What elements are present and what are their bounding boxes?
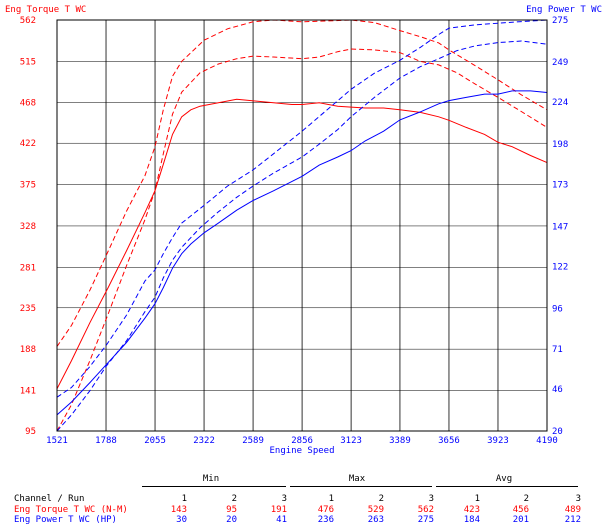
stats-value: 423: [463, 505, 480, 515]
stats-value: 562: [417, 505, 434, 515]
stats-value: 476: [317, 505, 334, 515]
stats-run-number: 3: [428, 494, 434, 504]
power-series-run-2: [56, 40, 548, 432]
stats-value: 529: [367, 505, 384, 515]
tick-labels: 1521 1788 2055 2322 2589 2856 3123 3389 3656 3923…: [20, 16, 569, 446]
stats-table: Min Max Avg Channel / Run 1 2 3 1 2 3 1 2 3 Eng Torqu…: [0, 470, 607, 532]
right-tick-label: 224: [552, 98, 568, 108]
stats-value: 184: [463, 515, 480, 525]
power-series-run-3: [56, 19, 548, 398]
right-tick-label: 122: [552, 263, 568, 273]
left-tick-label: 235: [20, 304, 36, 314]
stats-value: 489: [564, 505, 581, 515]
stats-group-header: Avg: [495, 474, 513, 484]
right-tick-label: 173: [552, 180, 568, 190]
dyno-chart: 1521 1788 2055 2322 2589 2856 3123 3389 3656 3923…: [5, 5, 602, 456]
stats-value: 275: [417, 515, 434, 525]
stats-value: 41: [276, 515, 287, 525]
grid: [57, 20, 547, 431]
stats-group-rule: [142, 486, 286, 487]
stats-group-header: Max: [348, 474, 366, 484]
stats-value: 143: [170, 505, 187, 515]
stats-run-number: 1: [328, 494, 334, 504]
stats-value: 263: [367, 515, 384, 525]
x-tick-label: 3656: [438, 436, 460, 446]
left-axis-title: Eng Torque T WC: [5, 5, 86, 15]
power-series-run-1: [56, 90, 548, 416]
x-tick-label: 3389: [389, 436, 411, 446]
stats-row-label: Eng Power T WC (HP): [14, 515, 117, 525]
stats-row-label: Eng Torque T WC (N-M): [14, 505, 128, 515]
stats-value: 212: [564, 515, 581, 525]
x-tick-label: 1788: [95, 436, 117, 446]
x-axis-title: Engine Speed: [269, 446, 334, 456]
right-tick-label: 249: [552, 58, 568, 68]
stats-value: 95: [226, 505, 237, 515]
right-tick-label: 147: [552, 222, 568, 232]
torque-series-run-1: [56, 98, 548, 390]
x-tick-label: 2322: [193, 436, 215, 446]
x-tick-label: 2856: [291, 436, 313, 446]
right-tick-label: 96: [552, 305, 563, 315]
left-tick-label: 281: [20, 263, 36, 273]
stats-run-number: 2: [231, 494, 237, 504]
right-tick-label: 198: [552, 140, 568, 150]
stats-value: 456: [512, 505, 529, 515]
stats-run-number: 2: [523, 494, 529, 504]
stats-run-number: 1: [181, 494, 187, 504]
stats-group-header: Min: [202, 474, 220, 484]
plot-border: [56, 19, 548, 432]
series-layer: [56, 19, 548, 432]
left-tick-label: 328: [20, 222, 36, 232]
left-tick-label: 515: [20, 57, 36, 67]
stats-value: 30: [176, 515, 187, 525]
stats-value: 20: [226, 515, 237, 525]
left-tick-label: 188: [20, 345, 36, 355]
torque-series-run-3: [56, 19, 548, 347]
left-tick-label: 95: [25, 427, 36, 437]
x-tick-label: 1521: [46, 436, 68, 446]
torque-series-run-2: [56, 48, 548, 432]
left-tick-label: 468: [20, 99, 36, 109]
right-tick-label: 71: [552, 345, 563, 355]
right-tick-label: 275: [552, 16, 568, 26]
stats-run-number: 3: [575, 494, 581, 504]
stats-header-label: Channel / Run: [14, 494, 85, 504]
stats-group-rule: [290, 486, 432, 487]
stats-run-number: 3: [281, 494, 287, 504]
left-tick-label: 375: [20, 181, 36, 191]
x-tick-label: 4190: [536, 436, 558, 446]
stats-group-rule: [436, 486, 578, 487]
stats-run-number: 2: [378, 494, 384, 504]
x-tick-label: 3123: [340, 436, 362, 446]
left-tick-label: 141: [20, 387, 36, 397]
right-tick-label: 20: [552, 427, 563, 437]
right-tick-label: 46: [552, 385, 563, 395]
x-tick-label: 3923: [487, 436, 509, 446]
stats-value: 236: [317, 515, 334, 525]
right-axis-title: Eng Power T WC: [526, 5, 602, 15]
left-tick-label: 422: [20, 139, 36, 149]
stats-value: 201: [512, 515, 529, 525]
x-tick-label: 2055: [144, 436, 166, 446]
x-tick-label: 2589: [242, 436, 264, 446]
left-tick-label: 562: [20, 16, 36, 26]
stats-run-number: 1: [474, 494, 480, 504]
plot-frame: [56, 19, 548, 432]
stats-value: 191: [270, 505, 287, 515]
